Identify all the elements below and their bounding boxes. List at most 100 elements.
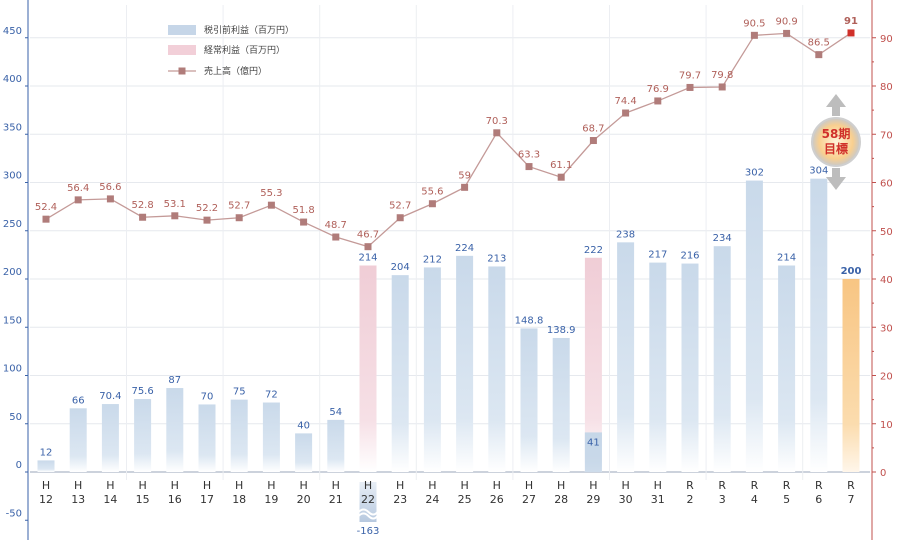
bar [359, 265, 377, 472]
sales-point-label: 52.7 [389, 201, 411, 212]
left-axis-tick-label: 0 [16, 460, 22, 471]
bar-value-label: 234 [713, 233, 732, 244]
bar-value-label: 138.9 [547, 325, 576, 336]
bar-value-label: 204 [391, 262, 410, 273]
left-axis-tick-label: 50 [9, 412, 22, 423]
bar [713, 246, 731, 472]
x-tick-label-era: H [621, 479, 629, 492]
sales-point [74, 196, 82, 204]
bar-value-label: 75.6 [131, 386, 153, 397]
x-tick-label-year: 18 [232, 493, 246, 506]
x-tick-label-era: H [557, 479, 565, 492]
left-axis-tick-label: 350 [3, 122, 22, 133]
bar [681, 263, 699, 472]
sales-point [622, 109, 630, 117]
bar-value-label: 214 [777, 252, 796, 263]
x-tick-label-year: 19 [264, 493, 278, 506]
right-axis-tick-label: 20 [880, 372, 893, 383]
sales-point-label: 53.1 [164, 199, 186, 210]
x-tick-label-year: 12 [39, 493, 53, 506]
right-axis-tick-label: 40 [880, 275, 893, 286]
x-tick-label-era: H [74, 479, 82, 492]
sales-point [364, 243, 372, 251]
sales-point-label: 52.2 [196, 203, 218, 214]
bar [327, 419, 345, 472]
sales-point [589, 137, 597, 145]
x-tick-label-year: 13 [71, 493, 85, 506]
bar [423, 267, 441, 472]
left-axis-tick-label: 250 [3, 219, 22, 230]
sales-point [847, 29, 855, 37]
sales-point-label: 48.7 [325, 220, 347, 231]
bar [101, 404, 119, 472]
axes: -500501001502002503003504004500102030405… [3, 0, 893, 540]
x-tick-label-era: H [299, 479, 307, 492]
x-tick-label-era: R [783, 479, 791, 492]
legend-label: 経常利益（百万円） [204, 44, 285, 56]
arrow-down-icon [826, 168, 846, 190]
bar [295, 433, 313, 472]
x-tick-label-year: 29 [586, 493, 600, 506]
bar-value-label: 224 [455, 243, 474, 254]
legend-swatch [168, 25, 196, 35]
sales-point [267, 201, 275, 209]
sales-point [815, 51, 823, 59]
sales-point-label: 86.5 [808, 38, 830, 49]
sales-point [654, 97, 662, 105]
bar-pretax-label: 41 [587, 437, 600, 448]
bar [488, 266, 506, 472]
bar [230, 399, 248, 472]
sales-point-label: 55.3 [260, 188, 282, 199]
legend-label: 税引前利益（百万円） [204, 24, 294, 36]
sales-line: 52.4 56.4 56.6 52.8 53.1 52.2 52.7 55.3 51.8 48.7… [35, 16, 858, 251]
left-axis-tick-label: 400 [3, 74, 22, 85]
x-tick-label-era: H [525, 479, 533, 492]
sales-point [42, 215, 50, 223]
x-tick-label-year: 14 [103, 493, 117, 506]
x-tick-label-year: 5 [783, 493, 790, 506]
right-axis-tick-label: 10 [880, 420, 893, 431]
bar-value-label: 200 [841, 266, 862, 277]
sales-point-label: 79.8 [711, 70, 733, 81]
sales-point [686, 83, 694, 91]
sales-point [783, 29, 791, 37]
x-tick-label-year: 25 [458, 493, 472, 506]
sales-point [235, 214, 243, 222]
sales-point-label: 52.4 [35, 202, 57, 213]
bar [842, 279, 860, 472]
bar-value-label: 302 [745, 168, 764, 179]
right-axis-tick-label: 70 [880, 130, 893, 141]
sales-point-label: 70.3 [486, 116, 508, 127]
x-tick-label-era: H [364, 479, 372, 492]
badge-text-line2: 目標 [824, 141, 848, 156]
sales-line-path [45, 32, 852, 248]
sales-point-label: 68.7 [582, 124, 604, 135]
x-tick-label-year: 22 [361, 493, 375, 506]
sales-point-label: 91 [844, 16, 858, 27]
x-tick-label-era: H [171, 479, 179, 492]
bar [69, 408, 87, 472]
x-tick-label-era: R [847, 479, 855, 492]
bar-value-label: 222 [584, 245, 603, 256]
sales-point [300, 218, 308, 226]
legend: 税引前利益（百万円） 経常利益（百万円） 売上高（億円） [168, 24, 294, 77]
right-axis-tick-label: 90 [880, 34, 893, 45]
x-tick-label-era: H [428, 479, 436, 492]
bar [584, 257, 602, 472]
x-tick-label-era: H [589, 479, 597, 492]
sales-point [525, 163, 533, 171]
bar-value-label: 238 [616, 229, 635, 240]
bar-negative-label: -163 [357, 526, 380, 537]
bar [391, 275, 409, 472]
bar [810, 178, 828, 472]
sales-point-label: 51.8 [292, 205, 314, 216]
x-tick-label-year: 26 [490, 493, 504, 506]
bar-value-label: 216 [680, 251, 699, 262]
x-tick-label-year: 16 [168, 493, 182, 506]
x-tick-label-era: H [332, 479, 340, 492]
bar [166, 388, 184, 472]
sales-point [493, 129, 501, 137]
sales-point-label: 79.7 [679, 70, 701, 81]
x-tick-label-era: R [718, 479, 726, 492]
